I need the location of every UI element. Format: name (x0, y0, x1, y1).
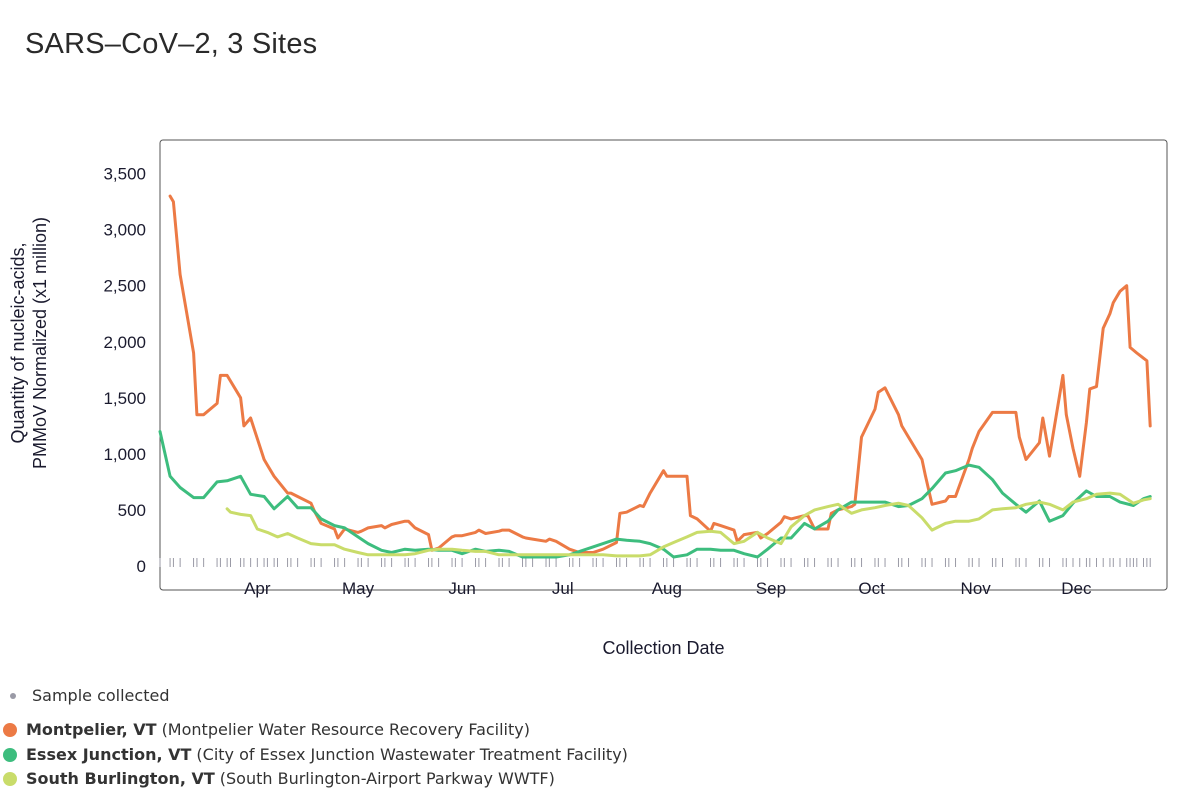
legend-sample-label: Sample collected (32, 686, 170, 705)
legend-item-facility: (Montpelier Water Resource Recovery Faci… (161, 720, 530, 739)
series-line-montpelier-vt (168, 194, 1152, 554)
x-tick-label: Jul (552, 579, 574, 598)
series-line-south-burlington-vt (225, 491, 1152, 558)
series-layer (158, 194, 1152, 559)
series-color-dot-icon (3, 722, 17, 737)
x-tick-label: Jun (448, 579, 475, 598)
chart-svg: 0 500 1,000 1,500 2,000 2,500 3,000 3,500 Apr May… (8, 139, 1168, 658)
series-color-dot-icon (3, 747, 17, 762)
y-tick-label: 2,500 (103, 277, 146, 296)
legend-item-name: Montpelier, VT (26, 720, 157, 739)
y-tick-label: 1,500 (103, 389, 146, 408)
plot-area (159, 139, 1168, 591)
legend-item-facility: (City of Essex Junction Wastewater Treat… (196, 745, 628, 764)
legend-sample-collected: Sample collected (0, 686, 169, 705)
sample-dot-icon (10, 692, 16, 699)
axis-layer: 0 500 1,000 1,500 2,000 2,500 3,000 3,500 Apr May… (8, 165, 1092, 658)
y-tick-label: 3,000 (103, 221, 146, 240)
legend-item-essex-junction[interactable]: Essex Junction, VT (City of Essex Juncti… (0, 745, 628, 764)
y-axis-title-line: PMMoV Normalized (x1 million) (30, 217, 50, 469)
x-tick-label: May (342, 579, 375, 598)
y-tick-label: 500 (118, 501, 146, 520)
legend-item-south-burlington[interactable]: South Burlington, VT (South Burlington-A… (0, 769, 555, 788)
y-tick-label: 0 (137, 557, 146, 576)
legend-item-name: Essex Junction, VT (26, 745, 192, 764)
x-tick-label: Oct (858, 579, 885, 598)
legend-item-name: South Burlington, VT (26, 769, 215, 788)
y-tick-label: 3,500 (103, 165, 146, 184)
y-tick-label: 1,000 (103, 445, 146, 464)
plot-frame (159, 139, 1168, 591)
x-tick-label: Aug (652, 579, 682, 598)
series-color-dot-icon (3, 771, 17, 786)
y-tick-label: 2,000 (103, 333, 146, 352)
chart-title: SARS–CoV–2, 3 Sites (25, 28, 318, 60)
x-tick-label: Nov (961, 579, 992, 598)
sample-tick-marks (159, 558, 1151, 567)
x-tick-label: Dec (1061, 579, 1092, 598)
x-tick-label: Apr (244, 579, 271, 598)
legend-item-montpelier[interactable]: Montpelier, VT (Montpelier Water Resourc… (0, 720, 530, 739)
y-axis-title-line: Quantity of nucleic-acids, (8, 242, 28, 443)
x-axis-title: Collection Date (602, 638, 724, 658)
x-tick-label: Sep (756, 579, 786, 598)
series-line-essex-junction-vt (158, 430, 1152, 559)
legend-item-facility: (South Burlington-Airport Parkway WWTF) (219, 769, 555, 788)
